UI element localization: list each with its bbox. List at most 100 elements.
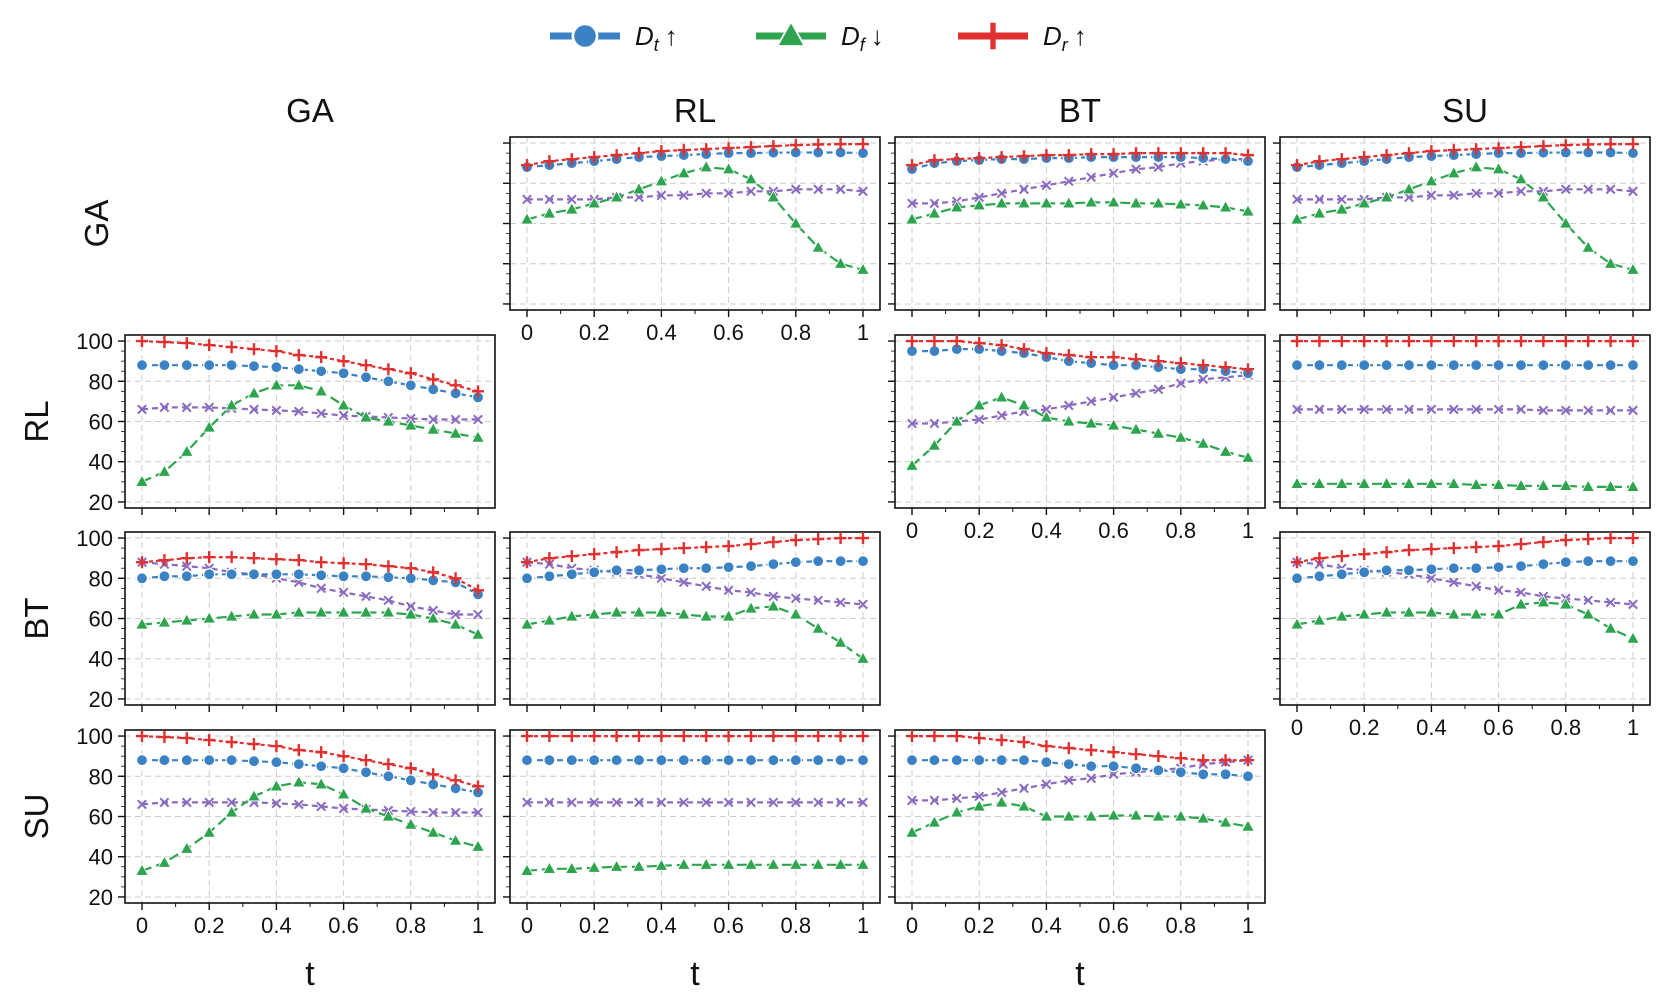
point-d_f bbox=[788, 607, 803, 620]
x-tick-label: 0.8 bbox=[1551, 715, 1582, 740]
point-x bbox=[1628, 186, 1638, 197]
point-x bbox=[1560, 184, 1571, 195]
point-d_f bbox=[587, 196, 602, 209]
point-x bbox=[1131, 388, 1141, 399]
point-x bbox=[1583, 595, 1594, 606]
point-d_f bbox=[788, 216, 803, 229]
point-d_f bbox=[1312, 613, 1327, 626]
point-d_f bbox=[1402, 181, 1416, 195]
x-tick-label: 0.2 bbox=[1349, 715, 1380, 740]
point-d_f bbox=[699, 159, 714, 173]
point-x bbox=[723, 797, 734, 808]
point-d_r bbox=[1402, 544, 1415, 557]
point-d_r bbox=[1515, 538, 1528, 551]
point-d_t bbox=[1447, 359, 1460, 372]
x-tick-label: 0 bbox=[906, 913, 918, 938]
point-x bbox=[473, 807, 483, 818]
point-x bbox=[1516, 186, 1526, 197]
point-d_f bbox=[1173, 430, 1188, 443]
point-d_t bbox=[1425, 359, 1438, 372]
row-header-ga: GA bbox=[78, 200, 115, 248]
point-d_r bbox=[610, 730, 623, 743]
point-d_f bbox=[676, 165, 691, 179]
point-d_f bbox=[856, 857, 870, 870]
point-d_r bbox=[1040, 149, 1053, 162]
series-line-d_f bbox=[911, 396, 1249, 467]
point-d_f bbox=[1446, 607, 1461, 620]
point-d_f bbox=[381, 605, 396, 618]
point-d_f bbox=[1536, 478, 1551, 491]
point-x bbox=[678, 797, 689, 808]
point-d_f bbox=[1084, 416, 1099, 429]
point-d_f bbox=[905, 212, 919, 225]
point-d_r bbox=[1062, 742, 1075, 755]
point-d_f bbox=[1173, 197, 1188, 210]
point-x bbox=[428, 807, 439, 818]
point-d_r bbox=[203, 339, 216, 352]
point-d_t bbox=[292, 363, 305, 376]
point-x bbox=[1086, 396, 1097, 407]
point-d_r bbox=[337, 355, 350, 368]
panel-rl-bt: 0 0.2 0.4 0.6 0.8 1 bbox=[888, 334, 1266, 543]
point-d_t bbox=[180, 754, 193, 767]
point-d_r bbox=[834, 532, 847, 545]
point-d_f bbox=[654, 173, 669, 187]
point-d_r bbox=[1492, 335, 1505, 348]
point-d_r bbox=[1537, 536, 1550, 549]
point-d_r bbox=[382, 363, 395, 376]
point-d_t bbox=[337, 570, 350, 583]
point-x bbox=[790, 593, 801, 604]
point-d_t bbox=[1040, 756, 1053, 769]
point-d_r bbox=[1242, 754, 1254, 767]
point-d_f bbox=[1514, 171, 1528, 185]
point-d_r bbox=[1582, 533, 1595, 546]
column-header-ga: GA bbox=[286, 92, 334, 129]
point-x bbox=[723, 188, 734, 199]
point-x bbox=[1041, 180, 1052, 191]
point-d_f bbox=[448, 426, 463, 439]
point-d_r bbox=[1335, 335, 1348, 348]
point-d_r bbox=[610, 149, 623, 162]
point-d_t bbox=[135, 754, 149, 767]
point-d_t bbox=[588, 566, 601, 579]
point-d_r bbox=[588, 151, 601, 164]
point-x bbox=[226, 797, 237, 808]
x-tick-label: 1 bbox=[857, 913, 869, 938]
series-line-d_f bbox=[141, 611, 479, 636]
point-d_f bbox=[1334, 202, 1349, 215]
point-d_t bbox=[180, 570, 193, 583]
row-header-rl: RL bbox=[18, 400, 55, 442]
point-x bbox=[249, 404, 259, 415]
point-x bbox=[1493, 585, 1504, 596]
point-d_r bbox=[1174, 752, 1187, 765]
y-tick-label: 80 bbox=[89, 566, 113, 591]
point-x bbox=[835, 597, 846, 608]
point-d_f bbox=[905, 825, 919, 838]
point-d_t bbox=[382, 571, 395, 584]
point-d_r bbox=[180, 732, 193, 745]
point-d_t bbox=[1402, 564, 1416, 577]
point-d_f bbox=[1241, 450, 1255, 463]
point-d_t bbox=[812, 754, 825, 767]
point-d_r bbox=[1219, 361, 1232, 374]
point-x bbox=[790, 184, 801, 195]
point-x bbox=[996, 787, 1007, 798]
point-d_r bbox=[1604, 532, 1617, 545]
x-tick-label: 0.2 bbox=[964, 913, 995, 938]
point-d_r bbox=[1492, 142, 1505, 155]
point-d_t bbox=[1313, 570, 1326, 583]
point-d_r bbox=[1470, 541, 1483, 554]
point-d_t bbox=[158, 570, 171, 583]
point-d_r bbox=[812, 730, 825, 743]
point-d_f bbox=[1039, 196, 1054, 209]
legend: Dt ↑ Df ↓ Dr ↑ bbox=[550, 19, 1087, 55]
point-x bbox=[1041, 779, 1052, 790]
point-d_t bbox=[225, 568, 238, 581]
point-x bbox=[813, 797, 824, 808]
point-d_t bbox=[1358, 359, 1371, 372]
point-d_r bbox=[382, 758, 395, 771]
point-x bbox=[723, 585, 734, 596]
point-d_r bbox=[427, 373, 440, 386]
point-d_r bbox=[247, 552, 260, 565]
point-x bbox=[522, 797, 532, 808]
